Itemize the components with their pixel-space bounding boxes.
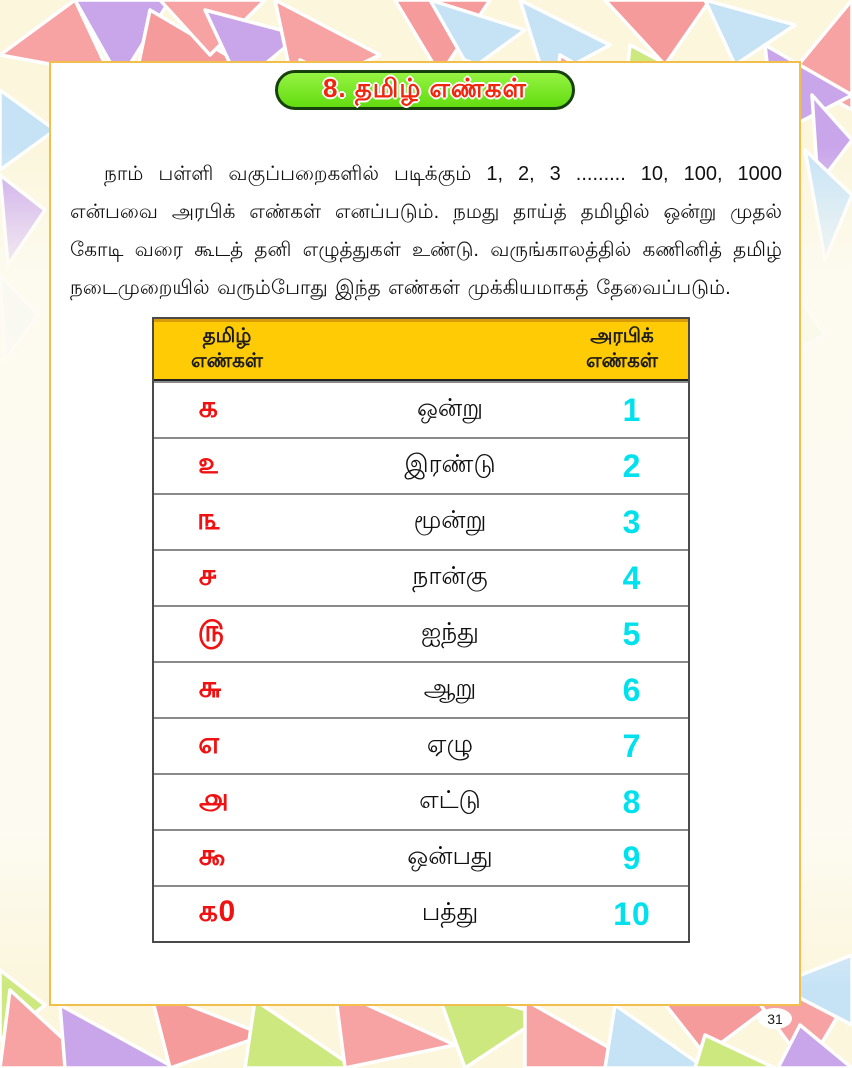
table-header-row: தமிழ் எண்கள் அரபிக் எண்கள்	[154, 319, 688, 381]
tamil-numeral: ௮	[198, 783, 228, 816]
tamil-word: ஒன்பது	[407, 842, 493, 870]
tamil-numeral: ௨	[198, 447, 220, 480]
arabic-numeral: 7	[622, 727, 642, 764]
tamil-numeral: ௫	[198, 615, 225, 648]
intro-paragraph: நாம் பள்ளி வகுப்பறைகளில் படிக்கும் 1, 2,…	[70, 163, 782, 299]
table-row: ௮ எட்டு 8	[154, 773, 688, 829]
tamil-numeral: ௭	[198, 727, 221, 760]
tamil-word: இரண்டு	[404, 450, 496, 478]
arabic-numeral: 1	[622, 391, 642, 428]
table-row: ௩ மூன்று 3	[154, 493, 688, 549]
tamil-numeral: ௩	[198, 503, 221, 536]
arabic-numeral: 2	[622, 447, 642, 484]
table-row: ௫ ஐந்து 5	[154, 605, 688, 661]
tamil-numeral: ௪	[198, 559, 218, 592]
page-number-badge: 31	[758, 1008, 792, 1029]
header-tamil-line2: எண்கள்	[191, 350, 263, 372]
tamil-numeral: ௧0	[198, 895, 236, 928]
tamil-word: ஏழு	[426, 730, 474, 758]
numbers-table: தமிழ் எண்கள் அரபிக் எண்கள் ௧ ஒன்று 1 ௨ இ…	[152, 317, 690, 943]
header-tamil-line1: தமிழ்	[202, 325, 252, 347]
tamil-word: ஆறு	[423, 674, 477, 702]
arabic-numeral: 9	[622, 839, 642, 876]
header-arabic-line1: அரபிக்	[590, 325, 654, 347]
table-row: ௨ இரண்டு 2	[154, 437, 688, 493]
arabic-numeral: 5	[622, 615, 642, 652]
tamil-word: எட்டு	[419, 786, 481, 814]
arabic-numeral: 3	[622, 503, 642, 540]
header-arabic-line2: எண்கள்	[586, 350, 658, 372]
arabic-numeral: 4	[622, 559, 642, 596]
table-row: ௯ ஒன்பது 9	[154, 829, 688, 885]
page-content-box: 8. தமிழ் எண்கள் நாம் பள்ளி வகுப்பறைகளில்…	[49, 61, 801, 1006]
tamil-word: மூன்று	[413, 506, 487, 534]
tamil-word: ஒன்று	[416, 394, 484, 422]
header-arabic-numbers: அரபிக் எண்கள்	[558, 324, 686, 374]
arabic-numeral: 10	[613, 895, 651, 932]
chapter-title-badge: 8. தமிழ் எண்கள்	[275, 70, 575, 110]
tamil-numeral: ௯	[198, 839, 226, 872]
table-row: ௧ ஒன்று 1	[154, 381, 688, 437]
table-row: ௬ ஆறு 6	[154, 661, 688, 717]
tamil-word: ஐந்து	[421, 618, 479, 646]
tamil-numeral: ௧	[198, 391, 219, 424]
tamil-word: பத்து	[421, 898, 479, 926]
arabic-numeral: 8	[622, 783, 642, 820]
chapter-title: 8. தமிழ் எண்கள்	[322, 73, 528, 103]
arabic-numeral: 6	[622, 671, 642, 708]
table-row: ௭ ஏழு 7	[154, 717, 688, 773]
tamil-word: நான்கு	[412, 562, 488, 590]
header-tamil-numbers: தமிழ் எண்கள்	[162, 324, 292, 374]
tamil-numeral: ௬	[198, 671, 223, 704]
page-number: 31	[767, 1010, 783, 1027]
table-row: ௧0 பத்து 10	[154, 885, 688, 941]
table-row: ௪ நான்கு 4	[154, 549, 688, 605]
